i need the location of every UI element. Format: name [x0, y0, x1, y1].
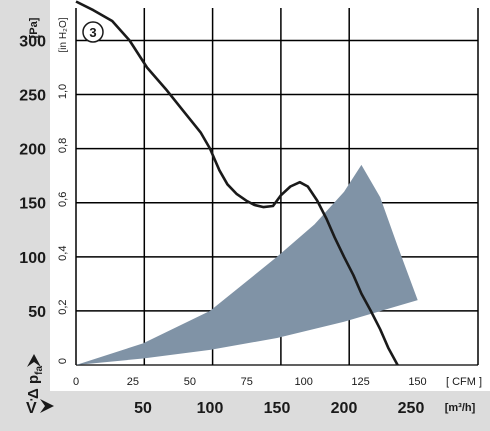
inh2o-tick-label: 0 [57, 358, 69, 364]
operating-range-area [76, 164, 418, 365]
inh2o-tick-label: 0,2 [57, 299, 69, 314]
cfm-tick-label: 150 [408, 376, 426, 388]
pa-tick-label: 150 [19, 196, 46, 213]
inh2o-tick-labels: 0 0,2 0,4 0,6 0,8 1,0 [57, 84, 69, 364]
pa-tick-label: 250 [19, 88, 46, 105]
cfm-tick-labels: 0 25 50 75 100 125 150 [73, 376, 427, 388]
curve-marker-label: 3 [89, 25, 96, 40]
inh2o-tick-label: 0,8 [57, 138, 69, 153]
pa-tick-labels: 50 100 150 200 250 300 [19, 33, 46, 320]
flow-arrow-icon [40, 399, 54, 413]
cfm-tick-label: 125 [351, 376, 369, 388]
curve-marker-circle [82, 21, 104, 43]
pa-tick-label: 100 [19, 250, 46, 267]
m3h-tick-label: 50 [134, 400, 152, 417]
cfm-tick-label: 0 [73, 376, 79, 388]
m3h-tick-label: 150 [264, 400, 291, 417]
left-axis-band [0, 0, 50, 431]
inh2o-tick-label: 0,6 [57, 192, 69, 207]
inh2o-unit-label: [in H₂O] [58, 17, 69, 52]
cfm-tick-label: 75 [241, 376, 253, 388]
m3h-tick-labels: 50 100 150 200 250 [134, 400, 424, 417]
bottom-axis-band [0, 391, 490, 431]
m3h-tick-label: 250 [398, 400, 425, 417]
fan-curve-line [75, 0, 399, 366]
pressure-symbol: Δ pfa [25, 366, 45, 399]
pressure-subscript: fa [34, 366, 45, 375]
cfm-tick-label: 25 [127, 376, 139, 388]
cfm-tick-label: 100 [294, 376, 312, 388]
pressure-arrow-icon [27, 354, 41, 367]
m3h-unit-label: [m³/h] [445, 402, 476, 414]
pa-tick-label: 200 [19, 142, 46, 159]
m3h-tick-label: 200 [331, 400, 358, 417]
cfm-tick-label: 50 [184, 376, 196, 388]
pa-tick-label: 300 [19, 33, 46, 50]
m3h-tick-label: 100 [197, 400, 224, 417]
inh2o-tick-label: 1,0 [57, 84, 69, 99]
inh2o-tick-label: 0,4 [57, 246, 69, 261]
pa-tick-label: 50 [28, 304, 46, 321]
flow-symbol: V̇ [26, 399, 37, 417]
pa-unit-label: [Pa] [28, 17, 40, 38]
cfm-unit-label: [ CFM ] [446, 376, 482, 388]
